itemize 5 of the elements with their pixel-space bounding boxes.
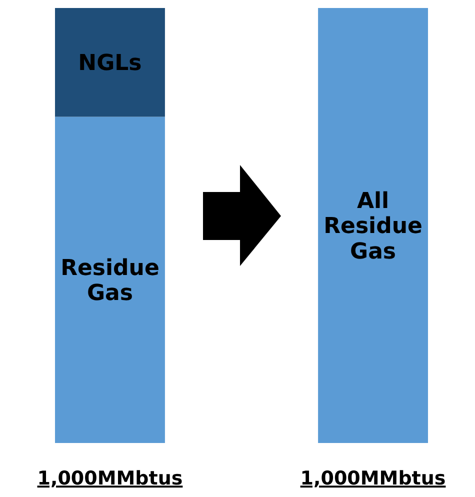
x-tick-label: 1,000MMbtus	[37, 468, 183, 490]
series-label: Residue Gas	[60, 256, 160, 306]
x-tick-label: 1,000MMbtus	[300, 468, 446, 490]
series-label: All Residue Gas	[324, 188, 422, 264]
series-label: NGLs	[78, 51, 142, 76]
